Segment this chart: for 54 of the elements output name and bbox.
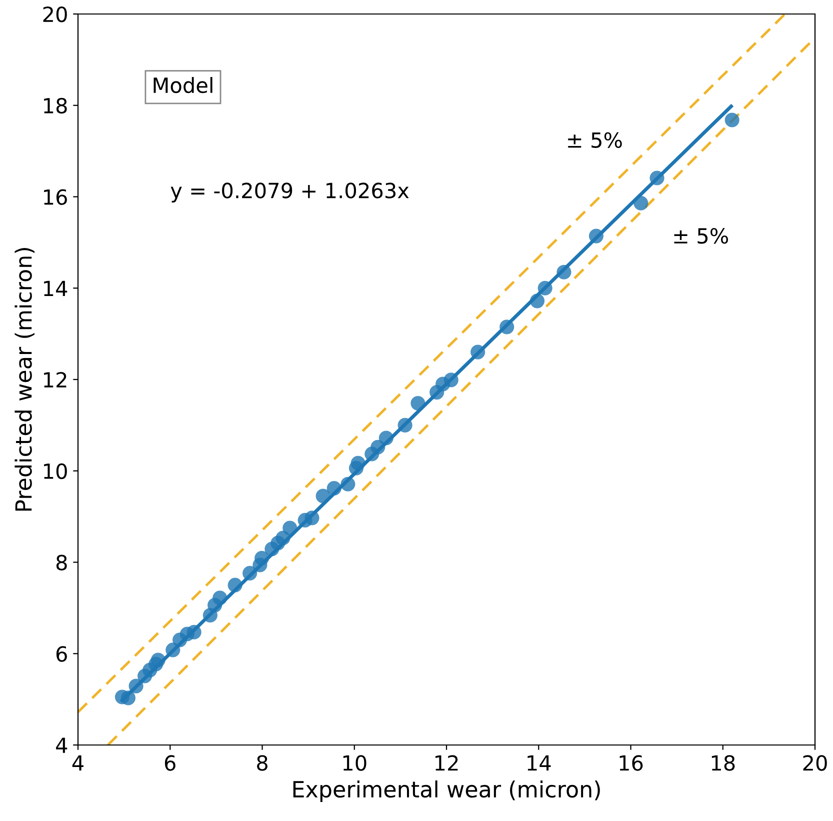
y-tick-label: 4 <box>56 738 68 753</box>
x-tick-label: 16 <box>620 755 643 771</box>
x-tick-label: 8 <box>257 755 268 771</box>
x-tick-label: 18 <box>712 755 735 771</box>
point <box>370 440 386 454</box>
point <box>530 294 545 308</box>
point <box>556 264 572 280</box>
annotation: Model <box>154 77 212 94</box>
y-tick-label: 14 <box>44 280 68 296</box>
y-tick-label: 10 <box>44 463 67 480</box>
point <box>166 642 180 658</box>
annotation: ± 5% <box>568 132 622 148</box>
point <box>316 488 330 504</box>
x-tick-label: 20 <box>803 755 827 771</box>
point <box>120 690 136 706</box>
point <box>650 170 664 186</box>
point <box>304 510 320 526</box>
point <box>212 590 228 606</box>
x-tick-label: 14 <box>528 755 551 771</box>
y-tick-label: 8 <box>56 554 67 570</box>
x-tick-label: 4 <box>72 755 84 771</box>
point <box>444 372 458 388</box>
point <box>724 112 740 128</box>
y-tick-label: 20 <box>43 6 67 22</box>
point <box>228 578 242 592</box>
point <box>350 456 366 470</box>
point <box>282 520 298 536</box>
y-tick-label: 16 <box>44 189 67 205</box>
point <box>410 396 426 411</box>
point <box>588 228 604 244</box>
point <box>398 418 412 432</box>
x-tick-label: 6 <box>164 755 176 771</box>
point <box>254 550 270 566</box>
x-tick-label: 12 <box>436 755 458 771</box>
annotation: y = -0.2079 + 1.0263x <box>170 182 409 202</box>
point <box>150 652 166 668</box>
point <box>326 480 342 496</box>
annotation: ± 5% <box>674 228 728 244</box>
y-tick-label: 18 <box>44 98 67 114</box>
point <box>634 196 648 210</box>
y-axis-title: Predicted wear (micron) <box>14 248 35 511</box>
point <box>538 280 552 296</box>
point <box>242 566 258 580</box>
point <box>186 624 202 640</box>
x-tick-label: 10 <box>343 755 366 771</box>
point <box>276 530 290 546</box>
y-tick-label: 6 <box>56 646 67 662</box>
y-tick-label: 12 <box>44 372 66 388</box>
x-axis-title: Experimental wear (micron) <box>293 780 600 802</box>
point <box>500 320 514 334</box>
point <box>378 430 394 446</box>
point <box>128 678 144 694</box>
point <box>470 344 486 360</box>
point <box>340 476 356 492</box>
